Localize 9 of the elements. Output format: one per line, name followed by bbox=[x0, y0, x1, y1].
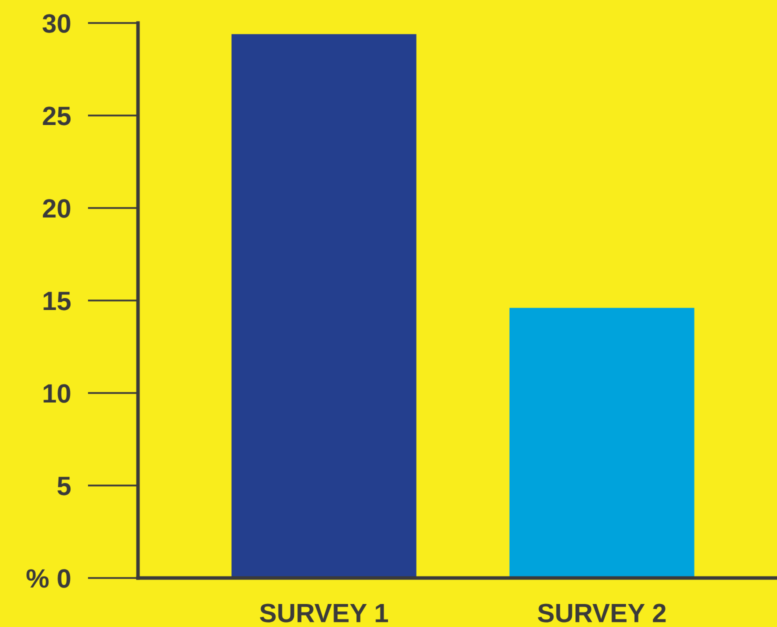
y-tick-label: % 0 bbox=[26, 569, 70, 588]
y-tick-label: 5 bbox=[57, 476, 71, 496]
y-tick-label: 25 bbox=[42, 106, 71, 126]
y-tick-label: 15 bbox=[44, 292, 71, 310]
y-tick-label: 30 bbox=[42, 14, 70, 33]
y-tick-label: 20 bbox=[42, 199, 70, 218]
x-tick-label: SURVEY 2 bbox=[538, 604, 666, 622]
y-tick-label: 10 bbox=[44, 384, 70, 403]
x-tick-label: SURVEY 1 bbox=[260, 604, 388, 622]
